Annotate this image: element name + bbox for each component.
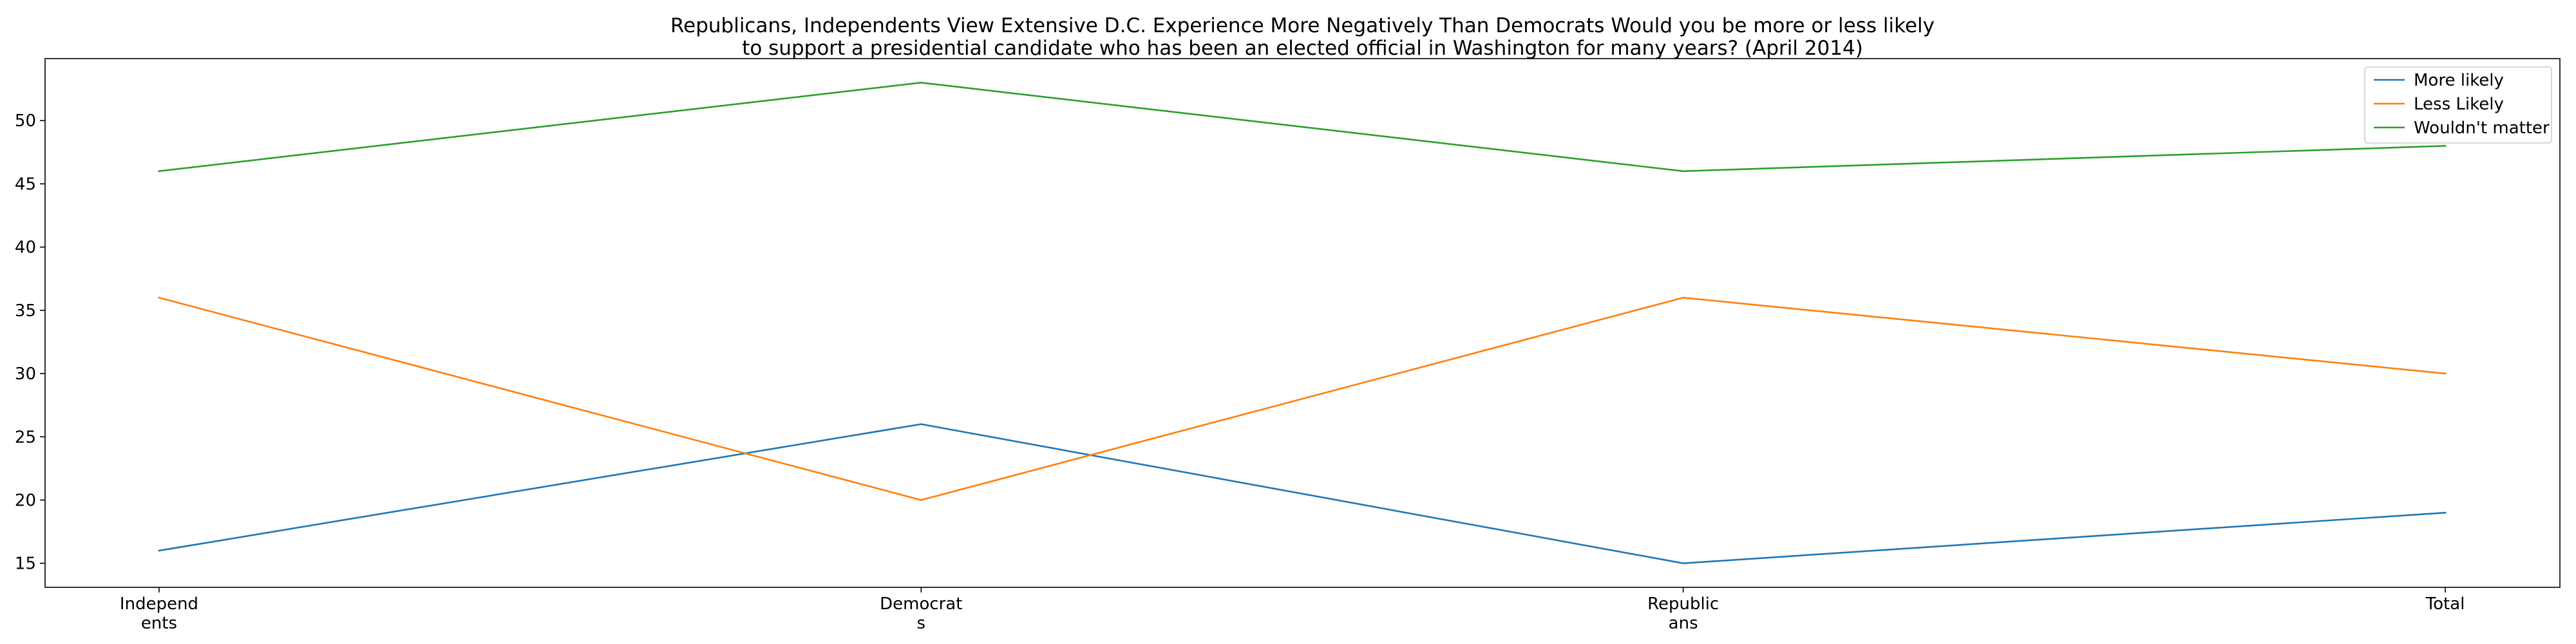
data-point [1682,296,1684,299]
data-point [920,423,922,425]
series-line [158,296,2447,501]
y-tick-label: 30 [15,365,36,384]
legend-label: More likely [2414,71,2504,90]
legend-box [2364,66,2552,144]
chart-title-line: Republicans, Independents View Extensive… [670,14,1935,37]
data-point [2444,145,2447,147]
y-tick-label: 20 [15,491,36,510]
series-more-likely [158,423,2447,564]
x-tick-label: Democrat s [880,594,962,633]
series-less-likely [158,296,2447,501]
chart-title-line: to support a presidential candidate who … [742,37,1863,60]
data-point [158,549,160,552]
legend-item: Less Likely [2374,95,2504,114]
legend-item: Wouldn't matter [2374,118,2550,138]
y-axis: 15 20 25 30 35 40 45 50 [15,111,45,574]
series-line [158,82,2447,173]
x-tick-label: Total [2425,594,2465,614]
legend-item: More likely [2374,71,2504,90]
legend-label: Wouldn't matter [2414,118,2550,138]
series-wouldn-t-matter [158,82,2447,173]
data-point [2444,372,2447,375]
x-axis: Independ ents Democrat s Republic ans Total [120,587,2465,633]
y-tick-label: 45 [15,175,36,194]
data-point [1682,170,1684,173]
x-tick-label: Republic ans [1647,594,1719,633]
data-point [158,170,160,173]
y-tick-label: 40 [15,238,36,258]
x-tick-label: Independ ents [120,594,198,633]
y-tick-label: 15 [15,554,36,574]
legend-label: Less Likely [2414,95,2504,114]
data-point [1682,562,1684,564]
y-tick-label: 35 [15,301,36,321]
y-tick-label: 50 [15,111,36,131]
data-point [920,82,922,84]
legend: More likely Less Likely Wouldn't matter [2364,66,2552,144]
axes-frame [44,58,2561,588]
data-point [2444,511,2447,514]
series-layer [158,82,2447,564]
data-point [920,499,922,501]
data-point [158,296,160,299]
series-line [158,423,2447,564]
chart-title: Republicans, Independents View Extensive… [670,14,1935,60]
y-tick-label: 25 [15,428,36,447]
